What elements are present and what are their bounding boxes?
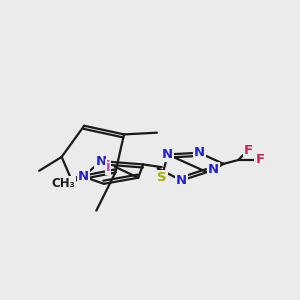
Text: S: S	[157, 171, 166, 184]
Text: N: N	[176, 174, 187, 187]
Text: F: F	[255, 154, 265, 166]
Text: F: F	[244, 143, 253, 157]
Text: N: N	[162, 148, 173, 161]
Text: N: N	[208, 163, 219, 176]
Text: i: i	[106, 160, 110, 174]
Text: N: N	[194, 146, 205, 159]
Text: N: N	[95, 154, 106, 168]
Text: CH₃: CH₃	[52, 177, 76, 190]
Text: N: N	[78, 170, 89, 183]
